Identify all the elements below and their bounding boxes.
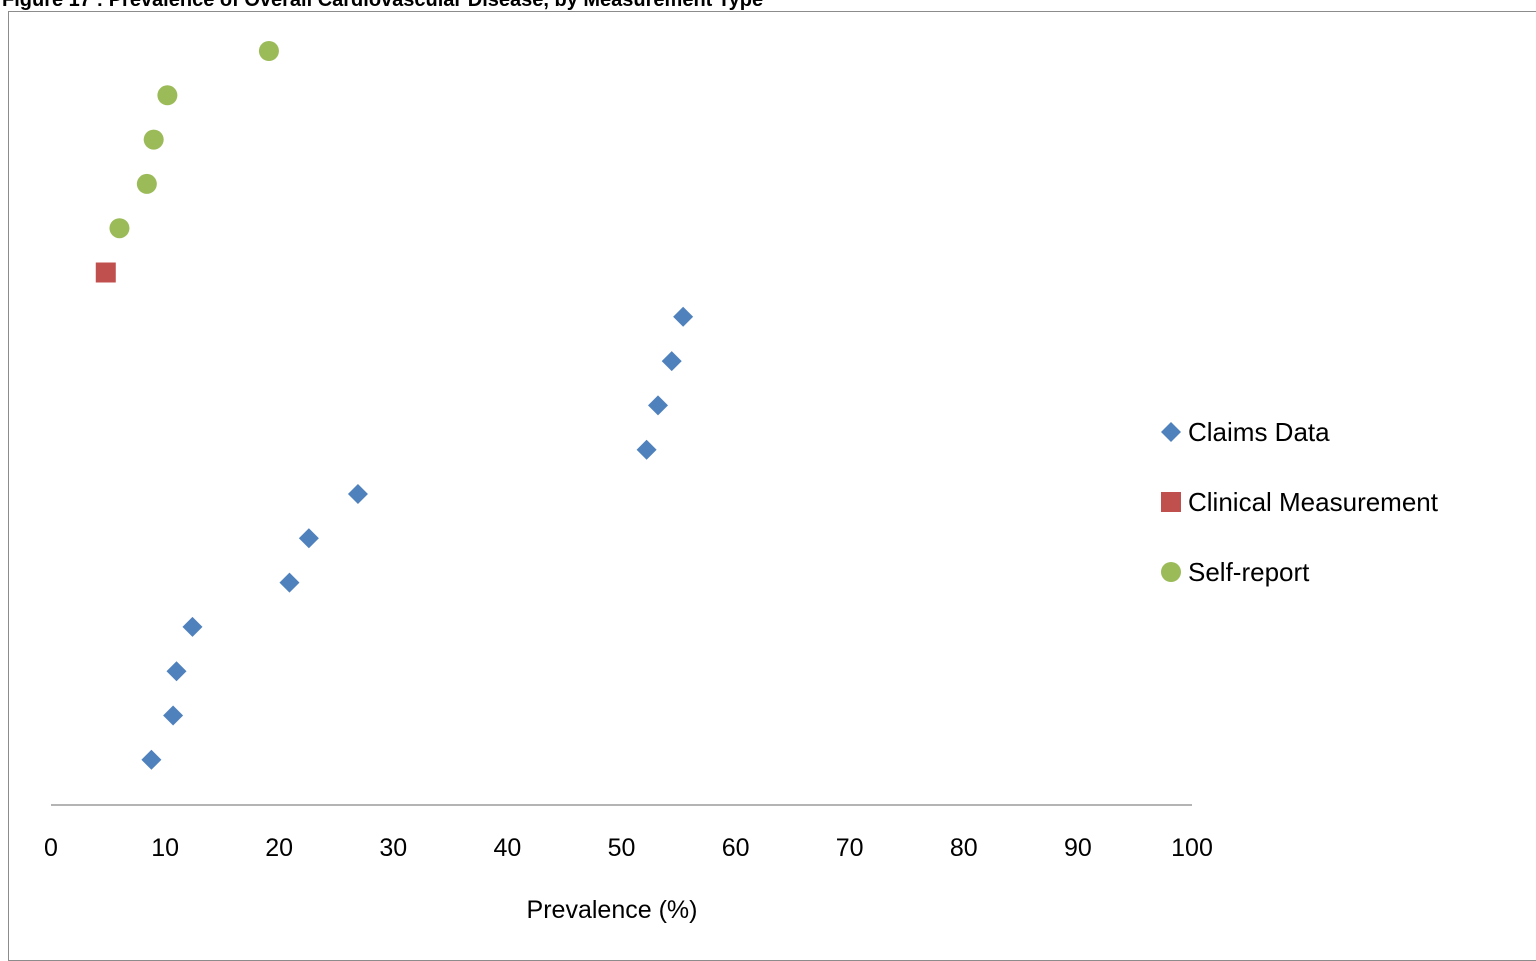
x-axis-tick-labels: 0 10 20 30 40 50 60 70 80 90 100 xyxy=(44,834,1213,862)
claims-data-point xyxy=(298,528,319,549)
claims-data-point xyxy=(163,705,184,726)
figure-title: Figure 17 : Prevalence of Overall Cardio… xyxy=(2,0,764,11)
claims-data-point xyxy=(182,616,203,637)
x-tick-label: 10 xyxy=(151,834,179,862)
claims-data-point xyxy=(648,395,669,416)
x-tick-label: 30 xyxy=(379,834,407,862)
x-tick-label: 80 xyxy=(950,834,978,862)
x-tick-label: 40 xyxy=(493,834,521,862)
legend: Claims Data Clinical Measurement Self-repo… xyxy=(1161,417,1439,587)
x-tick-label: 50 xyxy=(608,834,636,862)
claims-data-point xyxy=(673,306,694,327)
self-report-point xyxy=(109,218,130,239)
self-report-point xyxy=(143,129,164,150)
x-tick-label: 70 xyxy=(836,834,864,862)
data-points xyxy=(95,41,694,770)
claims-data-point xyxy=(636,439,657,460)
x-tick-label: 90 xyxy=(1064,834,1092,862)
clinical-measurement-point xyxy=(95,262,116,283)
x-tick-label: 100 xyxy=(1171,834,1213,862)
legend-claims-data-marker xyxy=(1161,422,1181,442)
self-report-point xyxy=(136,173,157,194)
claims-data-point xyxy=(166,661,187,682)
x-tick-label: 0 xyxy=(44,834,58,862)
claims-data-point xyxy=(347,484,368,504)
self-report-point xyxy=(157,85,178,106)
legend-self-report-marker xyxy=(1161,562,1181,582)
x-tick-label: 20 xyxy=(265,834,293,862)
claims-data-point xyxy=(661,351,682,372)
x-tick-label: 60 xyxy=(722,834,750,862)
legend-clinical-measurement-label: Clinical Measurement xyxy=(1188,487,1439,517)
claims-data-point xyxy=(279,572,300,593)
x-axis-title: Prevalence (%) xyxy=(527,896,698,924)
claims-data-point xyxy=(141,749,162,770)
legend-clinical-measurement-marker xyxy=(1161,492,1181,512)
self-report-point xyxy=(258,41,279,61)
legend-self-report-label: Self-report xyxy=(1188,557,1310,587)
legend-claims-data-label: Claims Data xyxy=(1188,417,1330,447)
